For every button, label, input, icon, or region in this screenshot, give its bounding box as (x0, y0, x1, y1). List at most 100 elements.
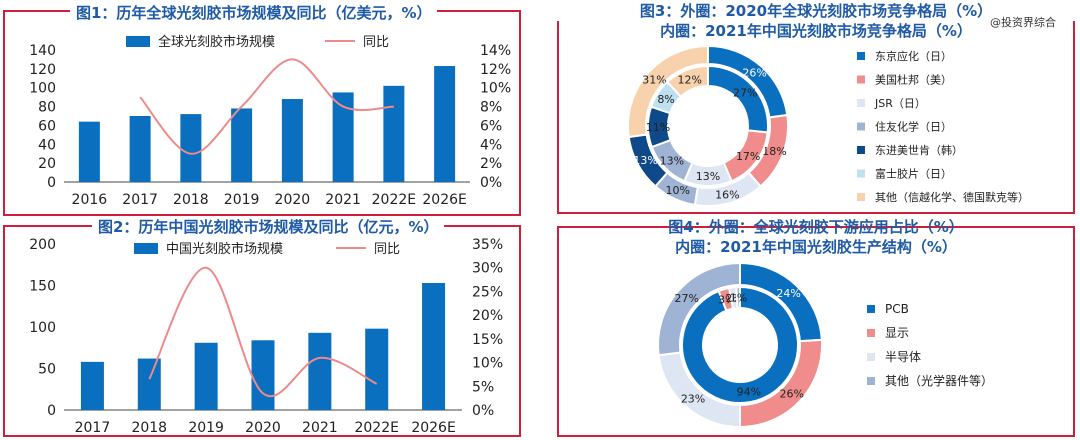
fig4-inner-slice (681, 285, 799, 404)
fig4-outer-slice (657, 261, 741, 357)
fig3-inner-label: 27% (733, 87, 757, 100)
fig2-title: 图2：历年中国光刻胶市场规模及同比（亿元，%） (92, 216, 445, 237)
fig2-y-tick: 100 (29, 320, 56, 336)
fig3-inner-label: 13% (660, 155, 684, 168)
fig2-bar (308, 332, 332, 410)
fig1-x-tick: 2022E (372, 192, 416, 208)
fig1-y2-tick: 4% (480, 137, 502, 153)
fig3-legend-label: 东进美世肯（韩） (875, 143, 963, 157)
fig2-y-tick: 50 (38, 362, 56, 378)
fig2-y2-tick: 0% (472, 403, 494, 419)
fig4-legend-swatch (867, 305, 875, 313)
fig3-outer-slice (627, 44, 709, 139)
fig1-bar (281, 99, 303, 182)
fig1-y2-tick: 2% (480, 156, 502, 172)
fig1-yoy-line (139, 58, 394, 155)
fig4-outer-label: 27% (675, 292, 699, 305)
fig3-inner-label: 12% (678, 73, 702, 86)
fig4-legend-swatch (867, 353, 875, 361)
fig3-legend-label: JSR（日） (874, 97, 926, 110)
fig2-legend-line-label: 同比 (374, 242, 400, 257)
fig2-bar (251, 340, 275, 410)
fig4-title-line2: 内圈：2021年中国光刻胶生产结构（%） (675, 238, 957, 256)
fig3-outer-label: 26% (742, 66, 766, 79)
fig1-legend-bar-label: 全球光刻胶市场规模 (158, 34, 275, 50)
fig2-bar (365, 328, 389, 410)
fig1-y2-tick: 12% (480, 62, 511, 78)
fig4-panel (557, 226, 1075, 437)
fig3-outer-label: 13% (633, 154, 657, 167)
fig1-y-tick: 60 (38, 118, 56, 134)
fig3-legend-label: 富士胶片（日） (875, 167, 952, 181)
fig2-yoy-line (148, 266, 378, 398)
fig2-legend-bar-swatch (134, 243, 158, 254)
fig4-outer-label: 24% (776, 287, 800, 300)
fig1-y-tick: 20 (38, 156, 56, 172)
fig1-y2-tick: 10% (480, 81, 511, 97)
fig1-bar (434, 66, 456, 182)
fig4-legend-label: 其他（光学器件等） (885, 373, 993, 388)
fig3-legend-swatch (857, 169, 865, 178)
fig1-x-tick: 2021 (325, 192, 361, 208)
fig3-inner-label: 11% (646, 121, 670, 134)
fig1-y2-tick: 14% (480, 43, 511, 59)
fig3-outer-label: 16% (715, 188, 739, 201)
fig2-x-tick: 2017 (75, 420, 111, 436)
fig3-legend-swatch (857, 193, 865, 201)
watermark: @投资界综合 (990, 16, 1056, 29)
fig2-x-tick: 2026E (411, 420, 455, 436)
fig2-y2-tick: 30% (472, 261, 503, 277)
fig2-y2-tick: 5% (472, 379, 494, 395)
fig3-outer-label: 18% (762, 145, 786, 158)
fig4-inner-label: 1% (730, 292, 747, 305)
fig1-title: 图1：历年全球光刻胶市场规模及同比（亿美元，%） (70, 2, 438, 23)
fig2-y-tick: 0 (47, 403, 56, 419)
fig2-bar (194, 342, 218, 410)
fig2-y2-tick: 35% (472, 237, 503, 253)
fig1-y-tick: 100 (29, 81, 56, 97)
fig2-x-tick: 2021 (302, 420, 338, 436)
fig1-bar (332, 92, 354, 182)
fig1-y2-tick: 0% (480, 175, 502, 191)
fig4-legend-swatch (867, 329, 875, 337)
fig3-legend-swatch (857, 146, 865, 154)
fig3-inner-label: 13% (696, 170, 720, 183)
fig3-legend-swatch (857, 122, 865, 131)
fig3-inner-label: 8% (657, 93, 674, 106)
fig3-legend-label: 住友化学（日） (875, 120, 952, 134)
fig4-inner-label: 94% (737, 386, 761, 399)
fig1-y-tick: 40 (38, 137, 56, 153)
fig2-y2-tick: 15% (472, 332, 503, 348)
fig3-legend-label: 美国杜邦（美） (875, 73, 952, 87)
fig2-x-tick: 2019 (188, 420, 224, 436)
fig1-x-tick: 2019 (224, 192, 260, 208)
fig3-legend-label: 东京应化（日） (875, 49, 952, 63)
fig4-legend-swatch (867, 377, 875, 385)
fig3-title-line1: 图3：外圈：2020年全球光刻胶市场竞争格局（%） (557, 0, 1075, 21)
fig1-x-tick: 2016 (72, 192, 108, 208)
fig1-y-tick: 0 (47, 175, 56, 191)
fig3-outer-label: 10% (665, 184, 689, 197)
fig2-x-tick: 2020 (245, 420, 281, 436)
fig1-legend-bar-swatch (126, 36, 150, 47)
fig2-bar (137, 358, 161, 410)
fig3-legend-swatch (857, 75, 865, 84)
fig4-legend-label: 显示 (885, 326, 909, 340)
fig1-y-tick: 140 (29, 43, 56, 59)
fig2-x-tick: 2018 (131, 420, 167, 436)
fig4-legend-label: 半导体 (885, 350, 921, 364)
fig4-outer-label: 26% (780, 388, 804, 401)
fig1-x-tick: 2017 (122, 192, 158, 208)
fig4-legend-label: PCB (885, 302, 909, 316)
fig2-y-tick: 150 (29, 279, 56, 295)
fig1-y-tick: 120 (29, 62, 56, 78)
fig3-inner-label: 17% (736, 150, 760, 163)
fig4-outer-label: 23% (681, 392, 705, 405)
fig2-y2-tick: 10% (472, 356, 503, 372)
fig2-y-tick: 200 (29, 237, 56, 253)
fig1-bar (231, 108, 253, 182)
fig2-y2-tick: 20% (472, 308, 503, 324)
fig3-outer-label: 31% (642, 73, 666, 86)
fig2-bar (80, 361, 104, 410)
fig2-bar (422, 283, 446, 410)
